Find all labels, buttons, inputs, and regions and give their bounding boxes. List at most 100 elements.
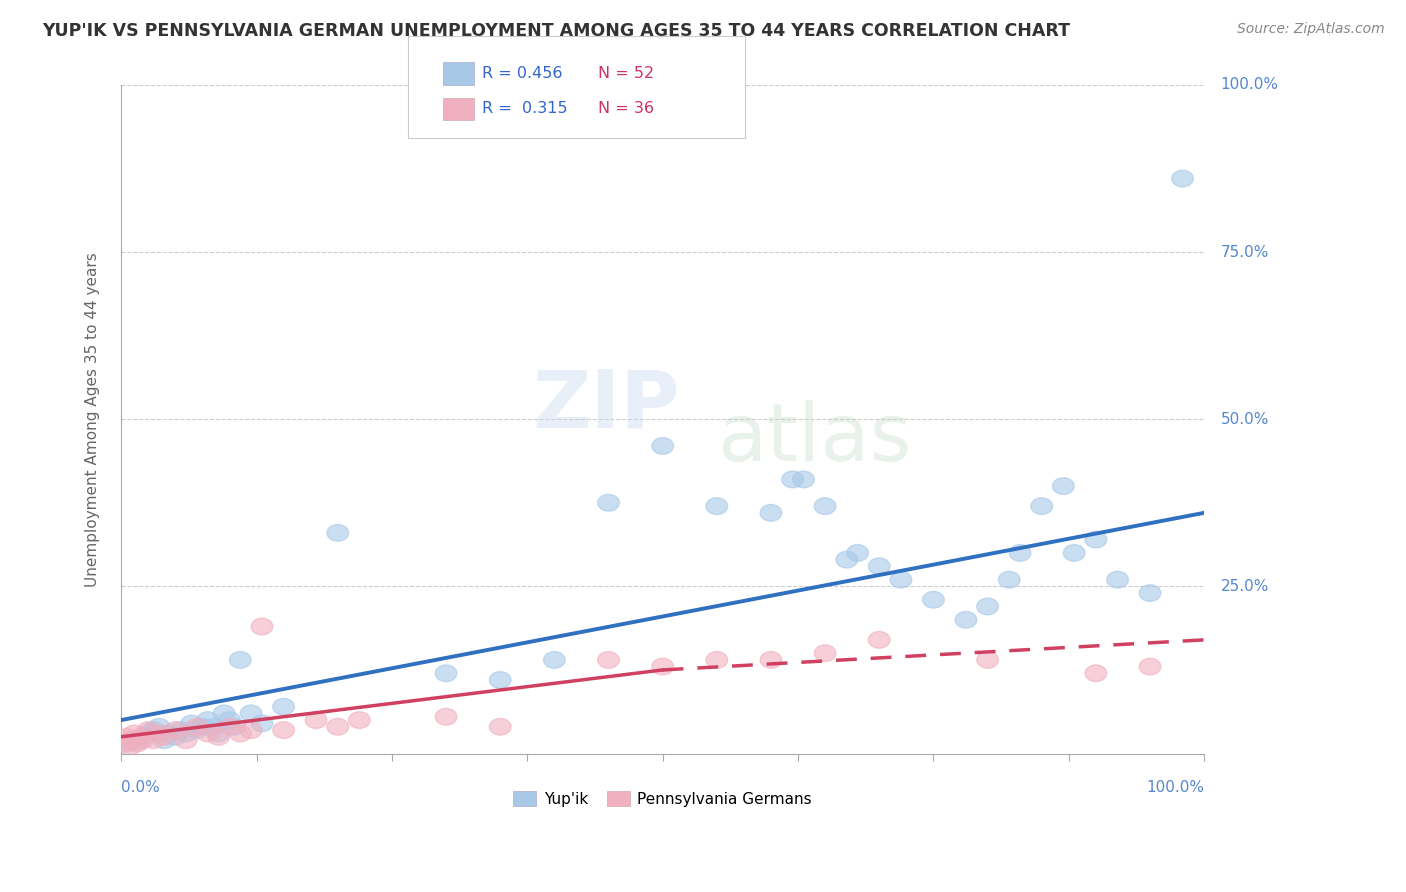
Ellipse shape [132, 731, 153, 748]
Ellipse shape [1010, 545, 1031, 561]
Ellipse shape [153, 731, 176, 748]
Ellipse shape [782, 471, 803, 488]
Ellipse shape [273, 698, 294, 715]
Text: ZIP: ZIP [533, 367, 681, 445]
Ellipse shape [598, 651, 619, 668]
Ellipse shape [837, 551, 858, 568]
Ellipse shape [121, 731, 143, 748]
Ellipse shape [240, 705, 262, 722]
Ellipse shape [224, 718, 246, 735]
Ellipse shape [1107, 572, 1129, 588]
Ellipse shape [652, 438, 673, 454]
Ellipse shape [761, 651, 782, 668]
Ellipse shape [129, 729, 152, 745]
Ellipse shape [1171, 170, 1194, 187]
Ellipse shape [197, 725, 218, 742]
Ellipse shape [229, 651, 252, 668]
Ellipse shape [761, 505, 782, 521]
Ellipse shape [127, 735, 148, 752]
Ellipse shape [143, 731, 165, 748]
Ellipse shape [181, 715, 202, 731]
Text: R = 0.456: R = 0.456 [482, 66, 562, 81]
Ellipse shape [191, 718, 214, 735]
Ellipse shape [165, 729, 186, 745]
Ellipse shape [208, 725, 229, 742]
Ellipse shape [890, 572, 911, 588]
Ellipse shape [814, 645, 837, 662]
Ellipse shape [793, 471, 814, 488]
Ellipse shape [1139, 584, 1161, 601]
Ellipse shape [218, 712, 240, 729]
Ellipse shape [197, 712, 218, 729]
Ellipse shape [349, 712, 370, 729]
Ellipse shape [328, 524, 349, 541]
Ellipse shape [436, 708, 457, 725]
Ellipse shape [706, 498, 728, 515]
Ellipse shape [114, 735, 135, 752]
Ellipse shape [115, 729, 138, 745]
Ellipse shape [138, 722, 159, 739]
Ellipse shape [544, 651, 565, 668]
Ellipse shape [1139, 658, 1161, 675]
Ellipse shape [143, 722, 165, 739]
Ellipse shape [170, 722, 191, 739]
Text: 75.0%: 75.0% [1220, 244, 1268, 260]
Ellipse shape [124, 725, 145, 742]
Ellipse shape [489, 672, 510, 689]
Text: 50.0%: 50.0% [1220, 412, 1268, 426]
Ellipse shape [977, 651, 998, 668]
Ellipse shape [846, 545, 869, 561]
Legend: Yup'ik, Pennsylvania Germans: Yup'ik, Pennsylvania Germans [508, 785, 818, 813]
Ellipse shape [273, 722, 294, 739]
Ellipse shape [1053, 478, 1074, 494]
Ellipse shape [186, 722, 208, 739]
Ellipse shape [159, 725, 181, 742]
Ellipse shape [252, 715, 273, 731]
Ellipse shape [148, 725, 170, 742]
Text: R =  0.315: R = 0.315 [482, 102, 568, 116]
Ellipse shape [176, 725, 197, 742]
Text: 0.0%: 0.0% [121, 780, 160, 796]
Text: atlas: atlas [717, 401, 911, 478]
Ellipse shape [153, 729, 176, 745]
Text: 25.0%: 25.0% [1220, 579, 1268, 594]
Ellipse shape [115, 735, 138, 752]
Ellipse shape [922, 591, 945, 608]
Text: 100.0%: 100.0% [1146, 780, 1204, 796]
Ellipse shape [138, 725, 159, 742]
Ellipse shape [121, 731, 143, 748]
Ellipse shape [305, 712, 328, 729]
Ellipse shape [229, 725, 252, 742]
Ellipse shape [1085, 665, 1107, 681]
Ellipse shape [489, 718, 510, 735]
Text: Source: ZipAtlas.com: Source: ZipAtlas.com [1237, 22, 1385, 37]
Ellipse shape [652, 658, 673, 675]
Ellipse shape [869, 558, 890, 574]
Ellipse shape [1063, 545, 1085, 561]
Ellipse shape [214, 705, 235, 722]
Ellipse shape [1031, 498, 1053, 515]
Text: N = 36: N = 36 [598, 102, 654, 116]
Ellipse shape [869, 632, 890, 648]
Ellipse shape [436, 665, 457, 681]
Ellipse shape [598, 494, 619, 511]
Ellipse shape [186, 718, 208, 735]
Ellipse shape [120, 739, 141, 756]
Ellipse shape [814, 498, 837, 515]
Ellipse shape [132, 729, 153, 745]
Ellipse shape [328, 718, 349, 735]
Ellipse shape [1085, 532, 1107, 548]
Text: 100.0%: 100.0% [1220, 78, 1278, 93]
Ellipse shape [706, 651, 728, 668]
Ellipse shape [148, 718, 170, 735]
Y-axis label: Unemployment Among Ages 35 to 44 years: Unemployment Among Ages 35 to 44 years [86, 252, 100, 587]
Ellipse shape [176, 731, 197, 748]
Ellipse shape [127, 733, 148, 750]
Ellipse shape [218, 718, 240, 735]
Ellipse shape [240, 722, 262, 739]
Ellipse shape [977, 598, 998, 615]
Ellipse shape [165, 722, 186, 739]
Ellipse shape [955, 611, 977, 628]
Text: N = 52: N = 52 [598, 66, 654, 81]
Ellipse shape [252, 618, 273, 635]
